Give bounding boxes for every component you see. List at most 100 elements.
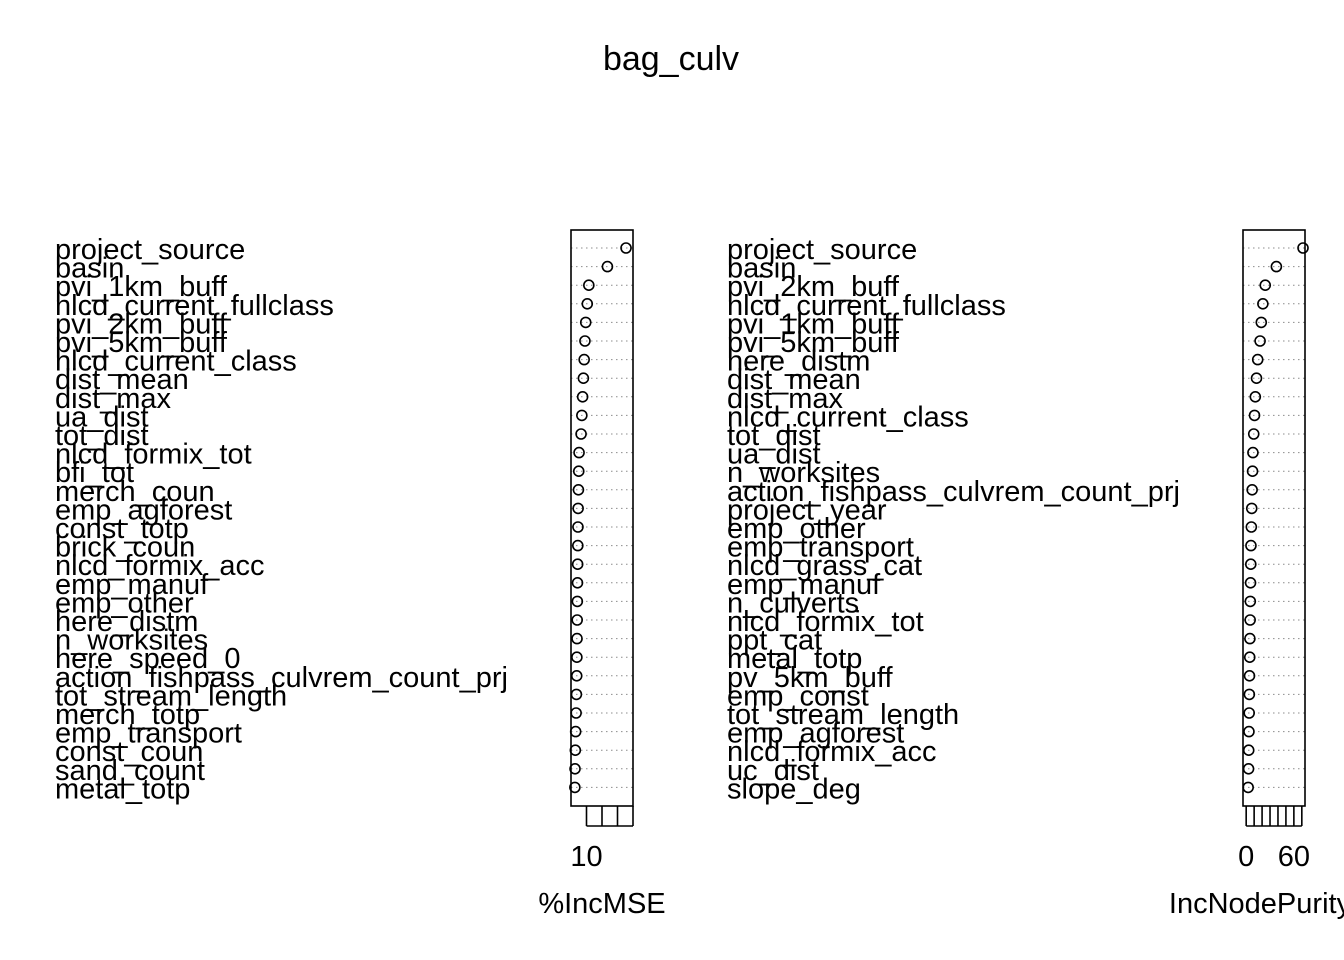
variable-label: emp_agforest: [55, 494, 232, 526]
variable-label: nlcd_formix_tot: [55, 439, 252, 471]
data-point: [1251, 353, 1264, 366]
data-point: [583, 279, 595, 292]
data-point: [1259, 279, 1272, 292]
data-point: [1244, 558, 1257, 571]
variable-label: const_coun: [55, 736, 203, 768]
data-point: [1248, 409, 1261, 422]
plot-frame: [570, 229, 634, 807]
data-point: [577, 372, 590, 385]
data-point: [575, 428, 587, 440]
variable-label: tot_stream_length: [55, 680, 287, 712]
variable-label: nlcd_current_class: [55, 346, 297, 378]
variable-label: project_source: [55, 234, 245, 266]
variable-label: pvi_5km_buff: [55, 327, 228, 359]
variable-label: emp_other: [727, 513, 866, 545]
variable-label: nlcd_formix_tot: [727, 606, 924, 638]
data-point: [571, 595, 584, 608]
variable-label: emp_const: [727, 680, 869, 712]
data-point: [571, 632, 583, 645]
variable-label: const_totp: [55, 513, 189, 545]
variable-label: emp_other: [55, 587, 194, 619]
variable-label: ua_dist: [55, 401, 149, 433]
variable-label: project_year: [727, 494, 887, 526]
variable-label: bfi_tot: [55, 457, 134, 489]
variable-label: emp_transport: [55, 718, 242, 750]
variable-label: ua_dist: [727, 439, 821, 471]
data-point: [1297, 242, 1309, 254]
variable-label: pvi_2km_buff: [727, 271, 900, 303]
variable-label: dist_mean: [727, 364, 861, 396]
data-point: [572, 539, 584, 552]
variable-label: pvi_5km_buff: [727, 327, 900, 359]
variable-label: emp_manuf: [727, 569, 881, 601]
variable-label: action_fishpass_culvrem_count_prj: [55, 662, 508, 694]
data-point: [571, 576, 584, 589]
data-point: [1257, 297, 1269, 310]
data-point: [572, 521, 584, 533]
data-point: [601, 260, 614, 273]
panel-incnodepurity: project_sourcebasinpvi_2km_buffnlcd_curr…: [727, 229, 1344, 920]
variable-label: metal_totp: [55, 773, 190, 805]
variable-label: nlcd_formix_acc: [55, 550, 265, 582]
data-point: [1250, 372, 1263, 385]
variable-label: pvi_1km_buff: [727, 308, 900, 340]
variable-label: n_worksites: [55, 625, 208, 657]
data-point: [1244, 614, 1256, 626]
data-point: [1249, 390, 1262, 403]
data-point: [1243, 725, 1255, 738]
variable-label: emp_transport: [727, 532, 914, 564]
variable-label: here_distm: [55, 606, 198, 638]
data-point: [620, 242, 632, 254]
variable-label: here_speed_0: [55, 643, 240, 675]
variable-label: dist_max: [55, 383, 172, 415]
x-tick-label: 0: [1238, 841, 1254, 873]
data-point: [1243, 688, 1256, 701]
data-point: [572, 483, 585, 496]
variable-label: merch_totp: [55, 699, 200, 731]
data-point: [579, 316, 592, 329]
variable-label: tot_stream_length: [727, 699, 959, 731]
variable-label: merch_coun: [55, 476, 215, 508]
data-point: [579, 335, 591, 347]
data-point: [1243, 707, 1255, 719]
data-point: [572, 502, 584, 515]
data-point: [576, 390, 589, 403]
variable-label: project_source: [727, 234, 917, 266]
data-point: [571, 614, 584, 626]
data-point: [1244, 576, 1257, 589]
variable-label: pv_5km_buff: [727, 662, 893, 694]
data-point: [1243, 651, 1256, 664]
data-point: [1270, 260, 1283, 273]
variable-label: basin: [55, 253, 124, 285]
variable-label: nlcd_current_class: [727, 401, 969, 433]
data-point: [1245, 521, 1258, 533]
variable-label: n_worksites: [727, 457, 880, 489]
variable-label: metal_totp: [727, 643, 862, 675]
data-point: [578, 353, 590, 366]
variable-label: nlcd_formix_acc: [727, 736, 937, 768]
x-axis-label: %IncMSE: [538, 888, 665, 920]
variable-label: nlcd_current_fullclass: [55, 290, 334, 322]
chart-title: bag_culv: [603, 40, 739, 78]
variable-label: emp_agforest: [727, 718, 904, 750]
variable-label: nlcd_grass_cat: [727, 550, 922, 582]
data-point: [1255, 316, 1268, 329]
variable-label: nlcd_current_fullclass: [727, 290, 1006, 322]
variable-label: basin: [727, 253, 796, 285]
data-point: [1244, 595, 1257, 608]
variable-label: pvi_1km_buff: [55, 271, 228, 303]
variable-label: pvi_2km_buff: [55, 308, 228, 340]
data-point: [571, 558, 584, 571]
data-point: [573, 446, 585, 459]
data-point: [1244, 632, 1256, 645]
x-axis-label: IncNodePurity: [1169, 888, 1344, 920]
data-point: [571, 651, 583, 664]
data-point: [569, 762, 581, 775]
variable-label: here_distm: [727, 346, 870, 378]
variable-label: tot_dist: [55, 420, 149, 452]
x-tick-label: 10: [570, 841, 602, 873]
plot-frame: [1242, 229, 1306, 807]
data-point: [1243, 669, 1256, 682]
data-point: [1246, 465, 1259, 478]
variable-label: dist_mean: [55, 364, 189, 396]
